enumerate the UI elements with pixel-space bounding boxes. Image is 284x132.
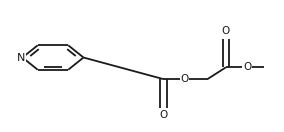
Text: O: O [159,110,167,120]
Text: N: N [17,53,25,63]
Text: O: O [243,62,251,72]
Text: O: O [222,26,230,36]
Text: O: O [180,74,189,84]
